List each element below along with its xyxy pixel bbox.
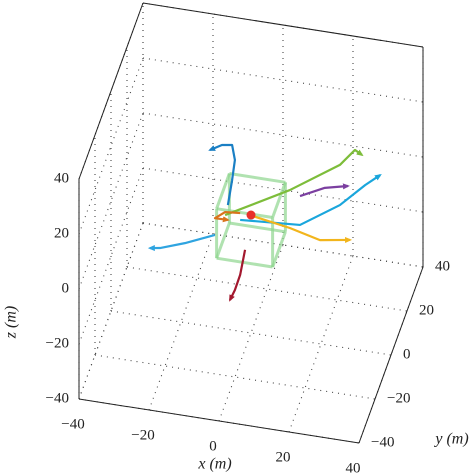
grid-line [142, 112, 424, 158]
axis-edge [358, 266, 424, 444]
grid-line [78, 222, 144, 400]
grid-line [126, 266, 408, 312]
target-point [246, 210, 256, 220]
trajectory [229, 249, 247, 302]
y-axis-label: y (m) [433, 431, 468, 448]
region-edge [271, 231, 287, 268]
grid-line [78, 167, 144, 345]
z-tick-label: 40 [54, 170, 69, 186]
y-tick-label: −20 [387, 390, 410, 406]
x-axis-label: x (m) [197, 456, 231, 473]
x-tick-label: −20 [131, 427, 154, 443]
y-tick-label: −40 [371, 434, 394, 450]
grid-line [218, 244, 284, 422]
y-tick-label: 40 [435, 258, 450, 274]
grid-line [78, 57, 144, 235]
trajectory [208, 143, 236, 206]
axis-edge [78, 2, 144, 180]
trajectory [224, 148, 364, 217]
region-edge [215, 172, 231, 210]
x-tick-label: −40 [61, 416, 84, 432]
x-tick-label: 0 [209, 438, 217, 454]
region-edge [229, 221, 286, 234]
grid-line [288, 255, 354, 433]
trajectory [240, 173, 382, 227]
z-tick-label: −40 [46, 390, 69, 406]
trajectory [299, 183, 350, 198]
x-tick-label: 40 [346, 460, 361, 474]
z-tick-label: 20 [54, 225, 69, 241]
grid-line [94, 354, 376, 400]
z-tick-label: −20 [46, 335, 69, 351]
region-edge [271, 181, 287, 219]
axis-edge [142, 2, 424, 48]
grid-line [110, 310, 392, 356]
region-edge [215, 222, 231, 259]
region-edge [229, 172, 286, 184]
grid-line [78, 112, 144, 290]
x-tick-label: 20 [276, 449, 291, 465]
trajectory [147, 233, 216, 252]
z-tick-label: 0 [62, 280, 70, 296]
region-edge [216, 207, 273, 219]
region-edge [216, 256, 273, 269]
trajectory [213, 210, 241, 223]
y-tick-label: 20 [419, 302, 434, 318]
y-tick-label: 0 [403, 346, 411, 362]
trajectory [249, 214, 353, 243]
grid-line [148, 233, 214, 411]
z-axis-label: z (m) [3, 306, 20, 339]
axis-edge [78, 398, 360, 444]
